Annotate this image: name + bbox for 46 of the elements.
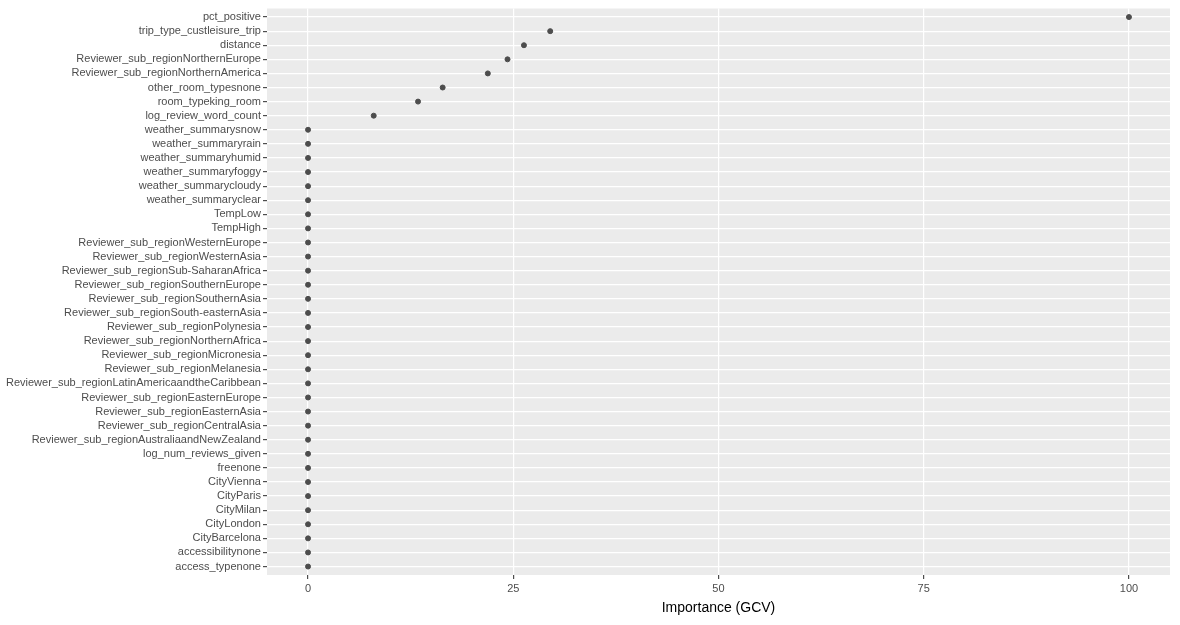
y-tick-label: CityVienna xyxy=(207,475,262,488)
y-tick-label: weather_summaryrain xyxy=(151,136,261,149)
y-tick-label: weather_summaryclear xyxy=(145,193,262,206)
y-tick-label: Reviewer_sub_regionMicronesia xyxy=(101,348,262,361)
y-tick-label: Reviewer_sub_regionNorthernAmerica xyxy=(71,66,262,79)
y-tick-label: freenone xyxy=(217,460,261,473)
y-tick-label: Reviewer_sub_regionEasternAsia xyxy=(95,404,262,417)
y-tick-label: TempHigh xyxy=(211,221,261,234)
y-tick-label: Reviewer_sub_regionPolynesia xyxy=(106,320,262,333)
y-tick-label: Reviewer_sub_regionNorthernAfrica xyxy=(83,334,262,347)
y-tick-label: Reviewer_sub_regionSouthernEurope xyxy=(74,277,261,290)
y-tick-label: weather_summaryfoggy xyxy=(142,165,262,178)
x-tick-label: 50 xyxy=(712,581,725,594)
y-tick-label: CityParis xyxy=(216,489,262,502)
y-tick-label: Reviewer_sub_regionWesternAsia xyxy=(92,249,262,262)
y-tick-label: CityMilan xyxy=(215,503,261,516)
y-tick-label: Reviewer_sub_regionSouth-easternAsia xyxy=(64,305,262,318)
y-tick-label: Reviewer_sub_regionCentralAsia xyxy=(97,418,262,431)
y-tick-label: TempLow xyxy=(213,207,262,220)
y-tick-label: CityLondon xyxy=(205,517,261,530)
y-tick-label: accessibilitynone xyxy=(177,545,261,558)
y-tick-label: distance xyxy=(220,38,261,51)
y-tick-label: access_typenone xyxy=(175,559,261,572)
y-tick-label: Reviewer_sub_regionWesternEurope xyxy=(78,235,261,248)
y-tick-label: room_typeking_room xyxy=(157,94,261,107)
y-tick-label: Reviewer_sub_regionSub-SaharanAfrica xyxy=(61,263,262,276)
y-tick-label: Reviewer_sub_regionLatinAmericaandtheCaribbean xyxy=(5,376,261,389)
y-tick-label: CityBarcelona xyxy=(192,531,262,544)
y-tick-label: Reviewer_sub_regionEasternEurope xyxy=(81,390,261,403)
x-tick-label: 0 xyxy=(304,581,312,594)
y-tick-label: Reviewer_sub_regionAustraliaandNewZealand xyxy=(31,432,261,445)
y-tick-label: Reviewer_sub_regionMelanesia xyxy=(104,362,262,375)
x-tick-label: 100 xyxy=(1119,581,1139,594)
y-tick-label: trip_type_custleisure_trip xyxy=(138,24,261,37)
y-tick-label: other_room_typesnone xyxy=(147,80,261,93)
y-tick-label: weather_summaryhumid xyxy=(139,150,261,163)
x-tick-label: 75 xyxy=(917,581,930,594)
y-tick-label: Reviewer_sub_regionSouthernAsia xyxy=(88,291,262,304)
y-tick-label: pct_positive xyxy=(202,10,261,23)
x-tick-label: 25 xyxy=(507,581,520,594)
y-tick-label: log_review_word_count xyxy=(145,108,261,121)
y-tick-label: log_num_reviews_given xyxy=(142,446,261,459)
y-tick-label: weather_summarycloudy xyxy=(137,179,262,192)
x-axis-title: Importance (GCV) xyxy=(661,599,776,616)
y-tick-label: weather_summarysnow xyxy=(143,122,262,135)
y-tick-label: Reviewer_sub_regionNorthernEurope xyxy=(76,52,261,65)
